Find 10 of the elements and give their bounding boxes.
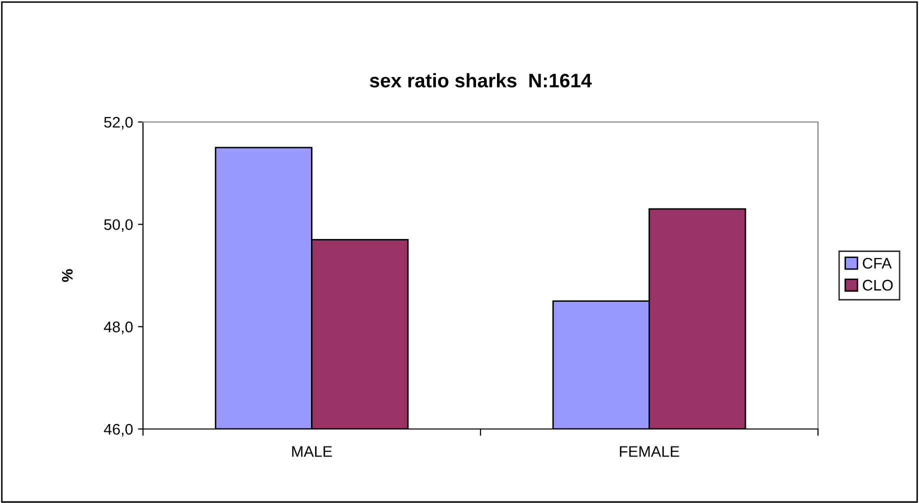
y-tick-label: 52,0: [104, 116, 133, 130]
x-tick-label: MALE: [292, 446, 332, 457]
y-axis-title: %: [62, 269, 73, 282]
legend-label: CLO: [862, 280, 893, 291]
y-tick-label: 46,0: [104, 424, 133, 436]
y-tick-label: 48,0: [104, 322, 133, 334]
legend-label: CFA: [862, 258, 892, 269]
y-tick-label: 50,0: [104, 219, 133, 232]
x-tick-label: FEMALE: [620, 446, 680, 457]
chart-title: sex ratio sharks N:1614: [370, 73, 592, 88]
